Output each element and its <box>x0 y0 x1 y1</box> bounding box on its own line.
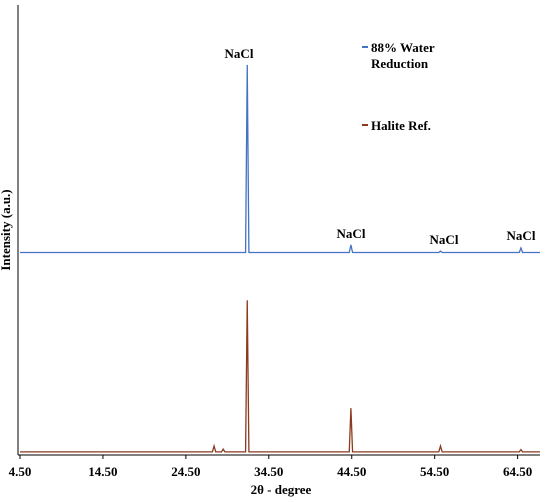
series-line <box>20 64 540 254</box>
x-tick-label: 64.50 <box>503 464 532 479</box>
x-tick-label: 4.50 <box>9 464 32 479</box>
x-tick-label: 24.50 <box>171 464 200 479</box>
annotation: NaCl <box>430 232 459 247</box>
x-tick-label: 54.50 <box>420 464 449 479</box>
x-axis-label: 2θ - degree <box>251 482 312 497</box>
y-axis-label: Intensity (a.u.) <box>0 189 13 270</box>
annotation: NaCl <box>337 226 366 241</box>
legend-label: Halite Ref. <box>371 118 431 133</box>
legend-label: 88% Water Reduction <box>371 40 435 71</box>
annotation: NaCl <box>225 46 254 61</box>
series-line <box>20 300 540 453</box>
x-tick-label: 44.50 <box>337 464 366 479</box>
x-tick-label: 34.50 <box>254 464 283 479</box>
annotation: NaCl <box>507 228 536 243</box>
x-tick-label: 14.50 <box>88 464 117 479</box>
